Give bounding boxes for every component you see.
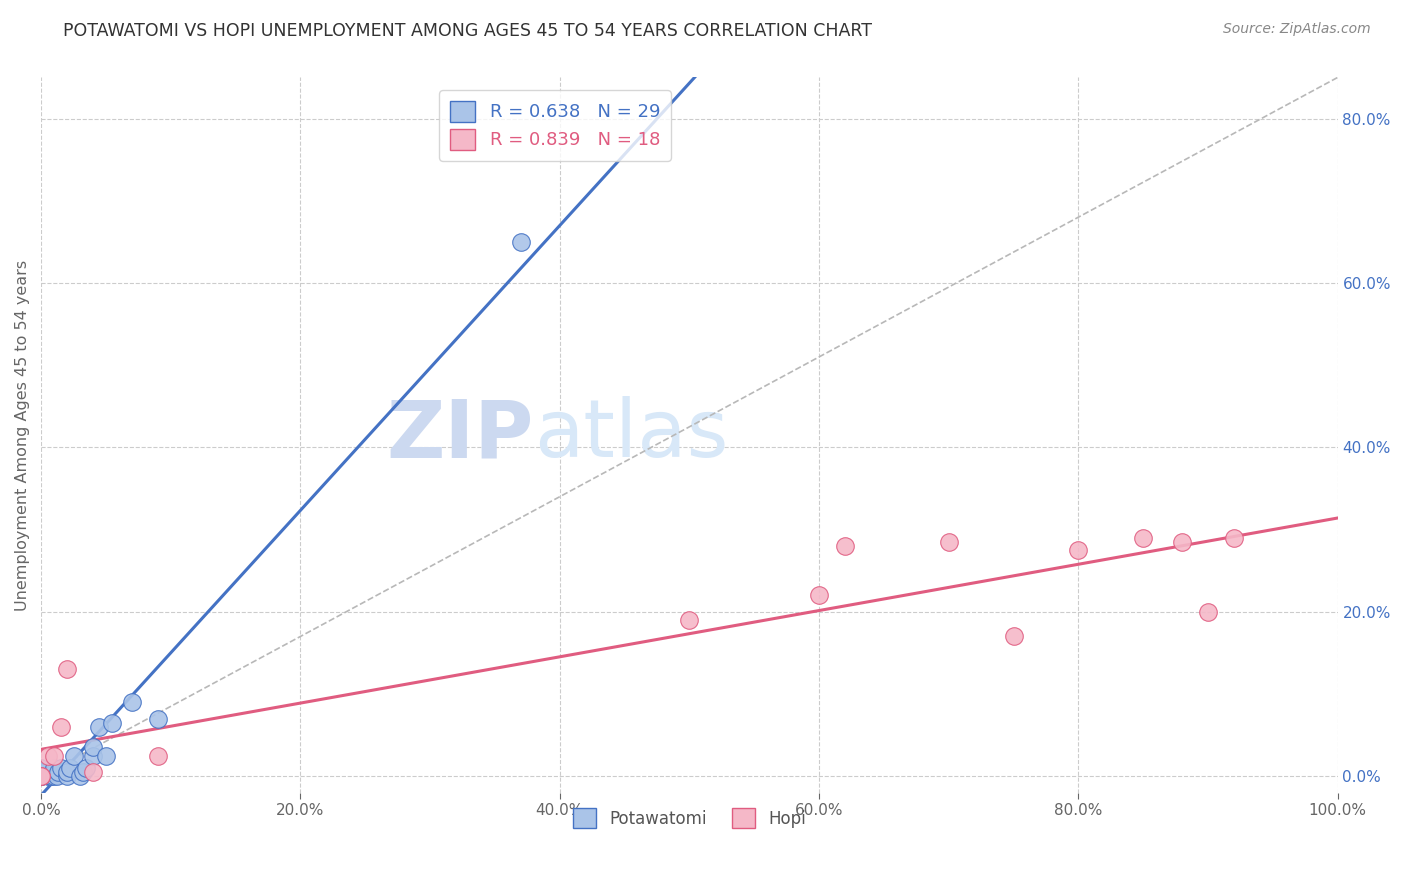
Point: [30, 769, 52, 783]
Point: [62, 748, 84, 763]
Point: [30, 769, 52, 783]
Point: [1002, 630, 1025, 644]
Text: ZIP: ZIP: [387, 396, 534, 474]
Point: [56, 662, 79, 676]
Point: [30, 765, 52, 780]
Point: [808, 588, 831, 602]
Point: [146, 712, 169, 726]
Point: [69, 769, 91, 783]
Point: [59, 761, 82, 775]
Point: [42, 748, 65, 763]
Point: [39, 769, 62, 783]
Point: [30, 761, 52, 775]
Point: [1132, 531, 1154, 545]
Point: [121, 695, 143, 709]
Point: [1067, 543, 1090, 558]
Point: [42, 769, 65, 783]
Point: [49, 720, 72, 734]
Point: [1171, 535, 1194, 549]
Point: [76, 761, 98, 775]
Point: [82, 765, 104, 780]
Point: [82, 748, 104, 763]
Point: [30, 769, 52, 783]
Point: [56, 765, 79, 780]
Point: [938, 535, 960, 549]
Point: [678, 613, 700, 627]
Point: [30, 769, 52, 783]
Text: atlas: atlas: [534, 396, 728, 474]
Point: [45, 769, 67, 783]
Point: [1197, 605, 1219, 619]
Point: [834, 539, 856, 553]
Point: [49, 761, 72, 775]
Point: [89, 720, 111, 734]
Point: [37, 769, 59, 783]
Point: [1223, 531, 1246, 545]
Point: [94, 748, 117, 763]
Legend: Potawatomi, Hopi: Potawatomi, Hopi: [567, 802, 813, 834]
Point: [146, 748, 169, 763]
Point: [56, 769, 79, 783]
Point: [509, 235, 531, 249]
Point: [30, 769, 52, 783]
Point: [46, 765, 69, 780]
Point: [42, 761, 65, 775]
Text: POTAWATOMI VS HOPI UNEMPLOYMENT AMONG AGES 45 TO 54 YEARS CORRELATION CHART: POTAWATOMI VS HOPI UNEMPLOYMENT AMONG AG…: [63, 22, 872, 40]
Point: [42, 765, 65, 780]
Text: Source: ZipAtlas.com: Source: ZipAtlas.com: [1223, 22, 1371, 37]
Y-axis label: Unemployment Among Ages 45 to 54 years: Unemployment Among Ages 45 to 54 years: [15, 260, 30, 611]
Point: [72, 765, 94, 780]
Point: [101, 715, 124, 730]
Point: [37, 748, 59, 763]
Point: [82, 740, 104, 755]
Point: [41, 769, 63, 783]
